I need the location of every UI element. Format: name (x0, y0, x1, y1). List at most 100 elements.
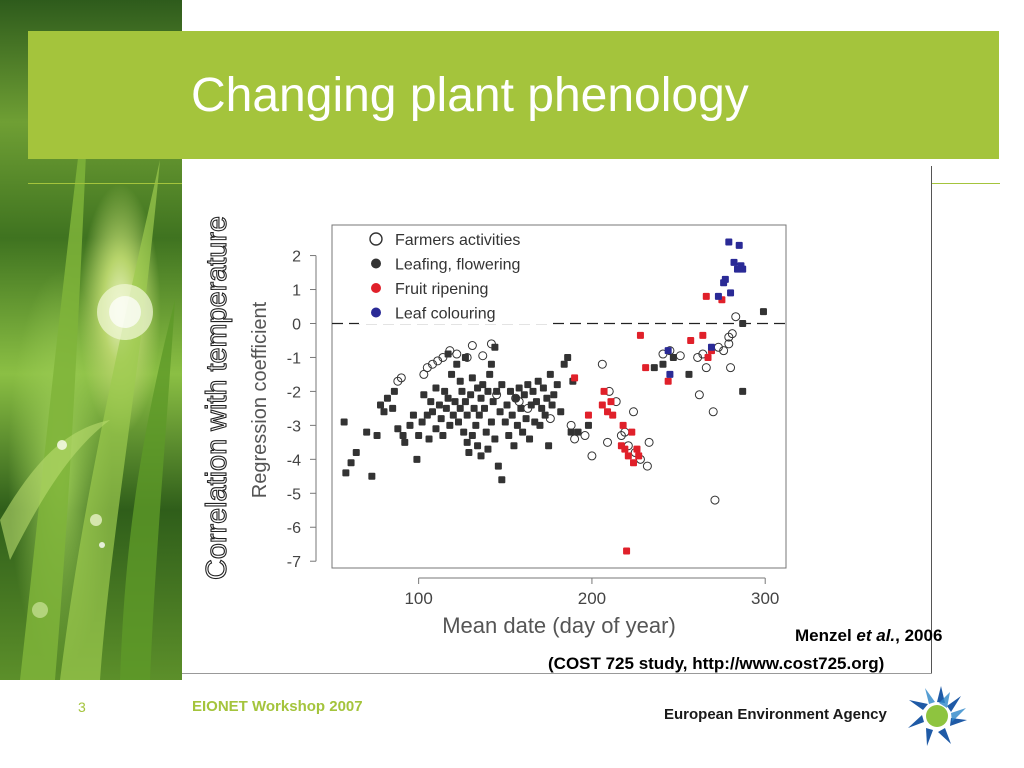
y-tick-label: 2 (292, 249, 301, 266)
point-leafing-flowering (420, 391, 428, 399)
point-leafing-flowering (448, 370, 456, 378)
point-leafing-flowering (432, 425, 440, 433)
point-leafing-flowering (446, 421, 454, 429)
agency-name: European Environment Agency (664, 706, 887, 723)
point-fruit-ripening (699, 331, 707, 339)
point-leafing-flowering (508, 411, 516, 419)
point-leafing-flowering (454, 418, 462, 426)
citation-source: (COST 725 study, http://www.cost725.org) (548, 654, 885, 673)
slide-title: Changing plant phenology (191, 69, 749, 122)
point-farmers-activities (616, 431, 626, 441)
citation-etal: et al. (856, 626, 896, 645)
point-farmers-activities (478, 351, 488, 361)
point-leafing-flowering (501, 418, 509, 426)
data-points (340, 238, 767, 555)
y-axis-label: Regression coefficient (249, 301, 271, 498)
point-leafing-flowering (342, 469, 350, 477)
point-leafing-flowering (480, 404, 488, 412)
divider-left (28, 183, 182, 184)
point-leafing-flowering (409, 411, 417, 419)
point-leafing-flowering (461, 353, 469, 361)
rotated-title: Correlation with temperature (201, 216, 233, 580)
point-farmers-activities (587, 451, 597, 461)
point-fruit-ripening (630, 459, 638, 467)
grass-blades-illustration (0, 60, 175, 680)
point-leafing-flowering (352, 449, 360, 457)
point-leafing-flowering (439, 432, 447, 440)
point-leafing-flowering (479, 381, 487, 389)
point-fruit-ripening (584, 411, 592, 419)
point-leaf-colouring (735, 241, 743, 249)
point-farmers-activities (570, 434, 580, 444)
y-tick-label: -1 (287, 350, 301, 367)
point-leafing-flowering (442, 404, 450, 412)
y-tick-label: 0 (292, 316, 301, 333)
point-leafing-flowering (347, 459, 355, 467)
point-leafing-flowering (685, 370, 693, 378)
point-leafing-flowering (429, 408, 437, 416)
point-leafing-flowering (491, 343, 499, 351)
point-leafing-flowering (380, 408, 388, 416)
point-leafing-flowering (538, 404, 546, 412)
point-fruit-ripening (664, 377, 672, 385)
point-leafing-flowering (484, 445, 492, 453)
point-leafing-flowering (564, 353, 572, 361)
point-fruit-ripening (704, 353, 712, 361)
point-fruit-ripening (687, 336, 695, 344)
point-farmers-activities (393, 376, 403, 386)
legend-marker-fruit-ripening (371, 283, 381, 293)
point-leaf-colouring (727, 289, 735, 297)
point-farmers-activities (467, 341, 477, 351)
point-leafing-flowering (456, 377, 464, 385)
point-farmers-activities (726, 363, 736, 373)
legend-marker-farmers-activities (369, 232, 383, 246)
point-leafing-flowering (550, 391, 558, 399)
point-leafing-flowering (536, 421, 544, 429)
point-leafing-flowering (539, 384, 547, 392)
point-leafing-flowering (506, 387, 514, 395)
x-axis-label: Mean date (day of year) (442, 613, 676, 638)
point-leafing-flowering (458, 387, 466, 395)
point-leafing-flowering (418, 418, 426, 426)
point-leafing-flowering (659, 360, 667, 368)
point-leaf-colouring (714, 292, 722, 300)
point-leafing-flowering (368, 472, 376, 480)
eea-logo (908, 686, 967, 746)
point-leafing-flowering (517, 404, 525, 412)
point-leafing-flowering (456, 404, 464, 412)
point-leafing-flowering (432, 384, 440, 392)
point-leafing-flowering (548, 401, 556, 409)
point-leafing-flowering (560, 360, 568, 368)
point-leaf-colouring (721, 275, 729, 283)
point-leafing-flowering (486, 370, 494, 378)
point-fruit-ripening (633, 445, 641, 453)
point-leafing-flowering (477, 394, 485, 402)
point-leafing-flowering (413, 455, 421, 463)
point-leafing-flowering (491, 435, 499, 443)
legend-background (359, 228, 551, 324)
y-axis: 2 1 0 -1 -2 -3 -4 -5 -6 -7 (287, 249, 317, 571)
point-leafing-flowering (427, 398, 435, 406)
point-leafing-flowering (444, 394, 452, 402)
point-leafing-flowering (534, 377, 542, 385)
y-tick-label: -4 (287, 452, 301, 469)
point-leafing-flowering (498, 476, 506, 484)
point-farmers-activities (603, 437, 613, 447)
point-leafing-flowering (363, 428, 371, 436)
y-tick-label: 1 (292, 283, 301, 300)
point-leafing-flowering (650, 364, 658, 372)
point-leafing-flowering (567, 428, 575, 436)
point-leafing-flowering (474, 442, 482, 450)
point-leafing-flowering (739, 319, 747, 327)
point-leafing-flowering (498, 381, 506, 389)
point-leafing-flowering (467, 391, 475, 399)
point-farmers-activities (597, 359, 607, 369)
point-fruit-ripening (621, 445, 629, 453)
point-farmers-activities (694, 390, 704, 400)
point-leafing-flowering (493, 387, 501, 395)
phenology-scatter-chart: 2 1 0 -1 -2 -3 -4 -5 -6 -7 100 200 300 Farmers acti… (200, 215, 787, 638)
point-leafing-flowering (468, 374, 476, 382)
point-leafing-flowering (373, 432, 381, 440)
x-tick-label: 200 (578, 589, 606, 608)
point-leafing-flowering (468, 432, 476, 440)
